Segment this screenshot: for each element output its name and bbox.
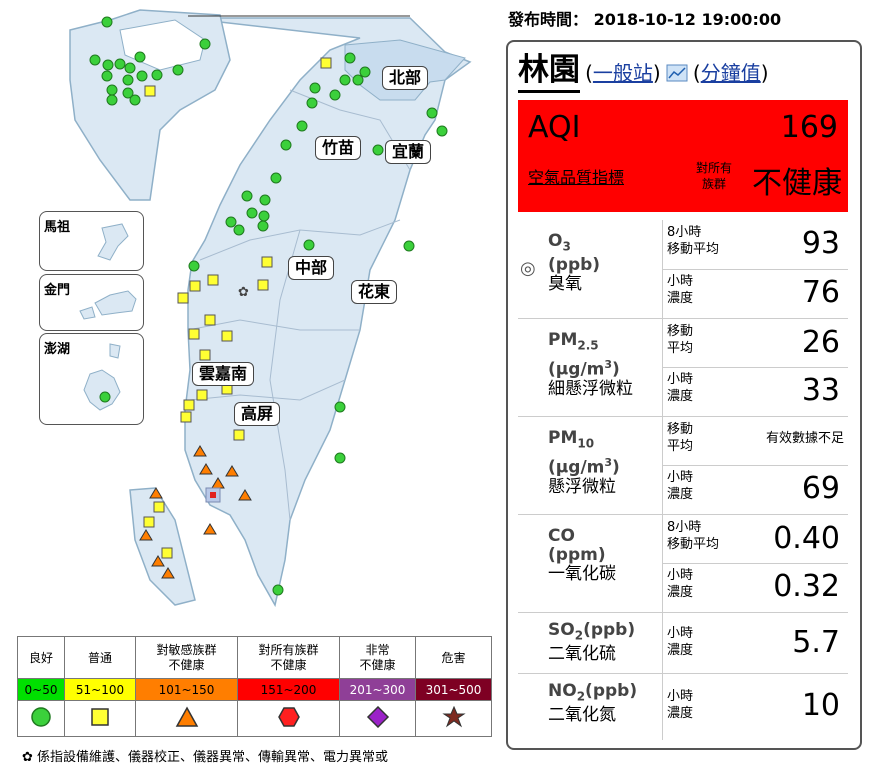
good-stations xyxy=(89,16,448,596)
matsu-box[interactable]: 馬祖 xyxy=(39,211,144,271)
station-panel: 林園 (一般站) (分鐘值) AQI 169 空氣品質指標 對所有 族群 不健康 … xyxy=(506,40,862,750)
pollutant-so2[interactable]: SO2(ppb) 二氧化硫 小時 濃度 5.7 xyxy=(518,613,848,674)
station-name: 林園 xyxy=(518,50,580,93)
legend-range-very-unhealthy: 201~300 xyxy=(339,678,416,701)
pollutant-no2[interactable]: NO2(ppb) 二氧化氮 小時 濃度 10 xyxy=(518,674,848,740)
aqi-status: 不健康 xyxy=(752,166,842,201)
region-yilan[interactable]: 宜蘭 xyxy=(385,140,432,164)
chart-icon[interactable] xyxy=(666,64,688,82)
co-hourly-value: 0.32 xyxy=(773,569,840,604)
circle-icon xyxy=(17,700,65,737)
penghu-box[interactable]: 澎湖 xyxy=(39,333,144,425)
no2-hourly-value: 10 xyxy=(801,688,840,723)
pm10-insufficient-data: 有效數據不足 xyxy=(765,431,844,446)
maintenance-icon: ✿ xyxy=(238,285,249,300)
hexagon-icon xyxy=(237,700,340,737)
triangle-icon xyxy=(135,700,238,737)
station-type-link[interactable]: 一般站 xyxy=(592,61,653,85)
legend-range-unhealthy: 151~200 xyxy=(237,678,340,701)
aqi-box: AQI 169 空氣品質指標 對所有 族群 不健康 xyxy=(518,100,848,212)
legend-label-hazardous: 危害 xyxy=(415,636,492,679)
legend-label-unhealthy: 對所有族群 不健康 xyxy=(237,636,340,679)
penghu-title: 澎湖 xyxy=(44,342,71,357)
aqi-value: 169 xyxy=(780,110,838,145)
taiwan-map: ✿ xyxy=(69,9,472,608)
legend-label-good: 良好 xyxy=(17,636,65,679)
star-icon xyxy=(415,700,492,737)
region-yunjianan[interactable]: 雲嘉南 xyxy=(192,362,255,386)
region-huadong[interactable]: 花東 xyxy=(351,280,398,304)
sensitive-stations xyxy=(139,445,252,579)
matsu-title: 馬祖 xyxy=(44,220,71,235)
publish-time: 發布時間： 2018-10-12 19:00:00 xyxy=(508,10,782,29)
pollutant-co[interactable]: CO (ppm) 一氧化碳 8小時 移動平均 0.40 小時 濃度 0.32 xyxy=(518,515,848,613)
co-8hr-value: 0.40 xyxy=(773,521,840,556)
station-header: 林園 (一般站) (分鐘值) xyxy=(518,50,769,93)
kinmen-title: 金門 xyxy=(44,283,71,298)
legend-label-moderate: 普通 xyxy=(64,636,136,679)
o3-8hr-value: 93 xyxy=(801,226,840,261)
minute-value-link[interactable]: 分鐘值 xyxy=(700,61,761,85)
diamond-icon xyxy=(339,700,416,737)
selected-radio-icon: ◎ xyxy=(520,258,536,279)
square-icon xyxy=(64,700,136,737)
legend-label-sensitive: 對敏感族群 不健康 xyxy=(135,636,238,679)
legend-range-good: 0~50 xyxy=(17,678,65,701)
pollutant-pm25[interactable]: PM2.5 (μg/m3) 細懸浮微粒 移動 平均 26 小時 濃度 33 xyxy=(518,319,848,417)
pm25-hourly-value: 33 xyxy=(801,373,840,408)
pm10-hourly-value: 69 xyxy=(801,471,840,506)
kinmen-box[interactable]: 金門 xyxy=(39,274,144,331)
maintenance-legend-icon: ✿ xyxy=(22,750,38,765)
legend-range-sensitive: 101~150 xyxy=(135,678,238,701)
o3-hourly-value: 76 xyxy=(801,275,840,310)
so2-hourly-value: 5.7 xyxy=(792,625,840,660)
region-north[interactable]: 北部 xyxy=(382,66,429,90)
pm25-avg-value: 26 xyxy=(801,325,840,360)
footnote: ✿ 係指設備維護、儀器校正、儀器異常、傳輸異常、電力異常或 xyxy=(22,750,389,765)
aqi-target-group: 對所有 族群 xyxy=(696,161,733,191)
legend-range-hazardous: 301~500 xyxy=(415,678,492,701)
legend-label-very-unhealthy: 非常 不健康 xyxy=(339,636,416,679)
region-zhumiao[interactable]: 竹苗 xyxy=(315,136,362,160)
aqi-label: AQI xyxy=(528,110,581,145)
taiwan-island xyxy=(184,17,472,608)
region-gaoping[interactable]: 高屏 xyxy=(234,402,281,426)
aqi-legend: 良好 普通 對敏感族群 不健康 對所有族群 不健康 非常 不健康 危害 0~50… xyxy=(17,636,492,737)
aqi-index-link[interactable]: 空氣品質指標 xyxy=(528,168,625,187)
legend-range-moderate: 51~100 xyxy=(64,678,136,701)
region-central[interactable]: 中部 xyxy=(288,256,335,280)
pollutant-pm10[interactable]: PM10 (μg/m3) 懸浮微粒 移動 平均 有效數據不足 小時 濃度 69 xyxy=(518,417,848,515)
pollutant-o3[interactable]: ◎ O3 (ppb) 臭氧 8小時 移動平均 93 小時 濃度 76 xyxy=(518,220,848,319)
publish-timestamp: 2018-10-12 19:00:00 xyxy=(593,10,782,29)
